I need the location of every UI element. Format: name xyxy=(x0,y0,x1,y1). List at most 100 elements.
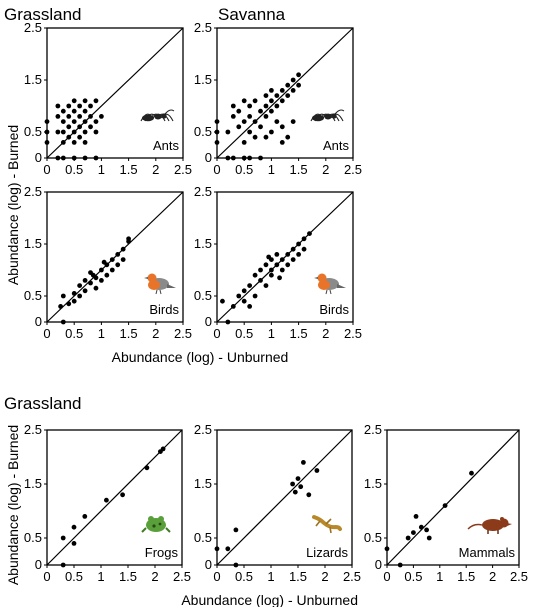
data-point xyxy=(411,530,416,535)
data-point xyxy=(292,489,298,495)
one-to-one-line xyxy=(216,429,353,566)
data-point xyxy=(290,77,296,83)
data-point xyxy=(241,298,247,304)
x-tick-label: 0 xyxy=(43,162,50,177)
y-tick-label: 0.5 xyxy=(24,530,42,545)
y-tick-label: 0.5 xyxy=(194,124,212,139)
x-tick-label: 1.5 xyxy=(457,569,475,584)
x-tick-label: 0.5 xyxy=(404,569,422,584)
data-point xyxy=(93,119,99,124)
y-tick-label: 1.5 xyxy=(194,476,212,491)
x-tick-label: 0.5 xyxy=(65,569,83,584)
x-tick-label: 2 xyxy=(322,326,329,341)
data-point xyxy=(247,103,253,109)
data-point xyxy=(82,140,88,145)
data-point xyxy=(115,262,121,268)
data-point xyxy=(93,155,99,161)
data-point xyxy=(405,535,411,541)
data-point xyxy=(279,98,285,104)
data-point xyxy=(58,304,63,309)
data-point xyxy=(88,124,93,130)
y-tick-label: 0 xyxy=(375,557,382,572)
data-point xyxy=(413,514,419,519)
y-tick-label: 1.5 xyxy=(194,236,212,251)
y-tick-label: 0.5 xyxy=(194,288,212,303)
data-point xyxy=(55,103,61,109)
data-point xyxy=(60,129,66,135)
data-point xyxy=(60,108,66,114)
x-tick-label: 2 xyxy=(151,569,158,584)
data-point xyxy=(214,129,220,135)
y-tick-label: 0 xyxy=(35,314,42,329)
data-point xyxy=(71,108,77,114)
data-point xyxy=(279,140,285,145)
data-point xyxy=(258,124,263,130)
data-point xyxy=(44,119,50,124)
x-tick-label: 1 xyxy=(268,162,275,177)
y-tick-label: 0 xyxy=(205,557,212,572)
taxon-label: Ants xyxy=(153,138,180,153)
data-point xyxy=(71,524,77,530)
data-point xyxy=(263,134,269,140)
data-point xyxy=(233,562,239,568)
data-point xyxy=(214,119,220,124)
x-tick-label: 2.5 xyxy=(173,569,191,584)
y-tick-label: 0.5 xyxy=(364,530,382,545)
data-point xyxy=(71,291,77,296)
data-point xyxy=(60,155,66,161)
x-tick-label: 2.5 xyxy=(174,326,192,341)
x-tick-label: 0.5 xyxy=(235,162,253,177)
data-point xyxy=(241,119,247,124)
data-point xyxy=(88,114,93,119)
taxon-label: Frogs xyxy=(145,545,179,560)
data-point xyxy=(295,476,301,481)
data-point xyxy=(424,527,429,533)
data-point xyxy=(274,262,280,268)
taxon-label: Lizards xyxy=(306,545,348,560)
taxon-label: Birds xyxy=(149,302,179,317)
data-point xyxy=(77,124,83,130)
one-to-one-line xyxy=(216,191,354,323)
frog-icon xyxy=(141,516,171,533)
data-point xyxy=(269,88,274,93)
data-point xyxy=(104,497,109,503)
lizard-icon xyxy=(312,515,342,534)
x-axis-label-top: Abundance (log) - Unburned xyxy=(112,349,289,365)
y-tick-label: 0 xyxy=(35,557,42,572)
data-point xyxy=(241,140,247,145)
data-point xyxy=(285,262,291,268)
data-point xyxy=(66,114,72,119)
data-point xyxy=(274,252,280,257)
data-point xyxy=(301,460,306,465)
data-point xyxy=(384,546,390,552)
data-point xyxy=(44,129,50,135)
data-point xyxy=(279,257,285,262)
y-tick-label: 0.5 xyxy=(24,124,42,139)
data-point xyxy=(241,288,247,294)
x-tick-label: 2 xyxy=(322,162,329,177)
x-tick-label: 0 xyxy=(43,569,50,584)
title-grassland-bottom: Grassland xyxy=(4,394,81,413)
data-point xyxy=(90,272,96,278)
x-tick-label: 2.5 xyxy=(344,162,362,177)
data-point xyxy=(66,301,72,307)
y-tick-label: 1.5 xyxy=(24,476,42,491)
data-point xyxy=(77,103,83,109)
data-point xyxy=(241,155,247,161)
data-point xyxy=(66,103,72,109)
y-tick-label: 0 xyxy=(205,150,212,165)
y-axis-label-bottom: Abundance (log) - Burned xyxy=(5,425,21,585)
data-point xyxy=(247,155,253,161)
data-point xyxy=(290,88,296,93)
data-point xyxy=(274,103,280,109)
plot-frame xyxy=(386,429,520,566)
data-point xyxy=(307,231,312,237)
data-point xyxy=(99,114,104,119)
taxon-label: Mammals xyxy=(459,545,516,560)
data-point xyxy=(269,108,274,114)
data-point xyxy=(60,293,66,299)
x-tick-label: 0.5 xyxy=(65,326,83,341)
bird-icon xyxy=(314,273,346,295)
data-point xyxy=(120,257,126,262)
